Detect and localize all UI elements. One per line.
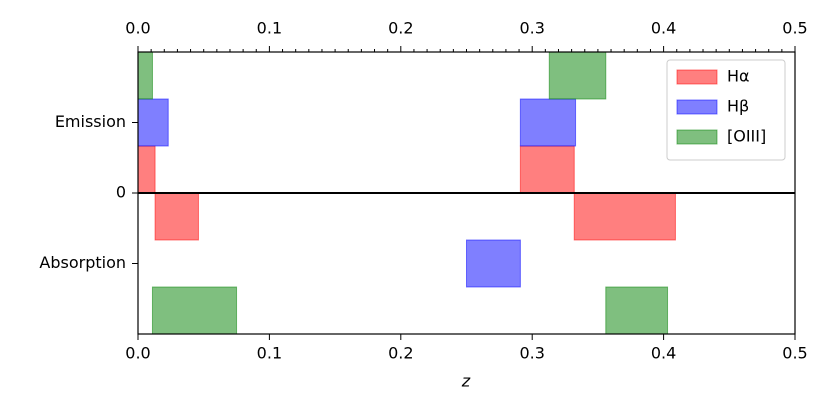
legend-swatch <box>676 99 718 115</box>
range-bar <box>154 192 199 241</box>
legend-swatch <box>676 129 718 145</box>
range-bar <box>137 98 169 147</box>
range-bar <box>519 145 575 194</box>
x-tick-label-top: 0.0 <box>125 19 150 38</box>
range-bar <box>573 192 676 241</box>
range-bar <box>137 145 156 194</box>
range-bar <box>548 51 607 100</box>
legend-label: Hβ <box>727 97 749 116</box>
x-tick-label: 0.5 <box>782 344 807 363</box>
x-tick-label: 0.0 <box>125 344 150 363</box>
y-tick-label: Absorption <box>39 253 126 272</box>
legend-swatch <box>676 69 718 85</box>
x-tick-label: 0.3 <box>519 344 544 363</box>
x-tick-label: 0.1 <box>257 344 282 363</box>
x-tick-label-top: 0.4 <box>651 19 676 38</box>
range-bar <box>151 286 238 335</box>
legend-label: [OIII] <box>727 127 766 146</box>
y-tick-label: 0 <box>116 183 126 202</box>
x-axis-label: z <box>461 372 471 391</box>
x-tick-label: 0.4 <box>651 344 676 363</box>
x-tick-label-top: 0.3 <box>519 19 544 38</box>
range-bar <box>519 98 577 147</box>
x-tick-label-top: 0.2 <box>388 19 413 38</box>
x-tick-label-top: 0.5 <box>782 19 807 38</box>
range-bar <box>466 239 521 288</box>
legend-label: Hα <box>727 67 750 86</box>
range-bar <box>605 286 669 335</box>
y-tick-label: Emission <box>55 112 126 131</box>
x-tick-label-top: 0.1 <box>257 19 282 38</box>
range-bar <box>137 51 153 100</box>
x-tick-label: 0.2 <box>388 344 413 363</box>
